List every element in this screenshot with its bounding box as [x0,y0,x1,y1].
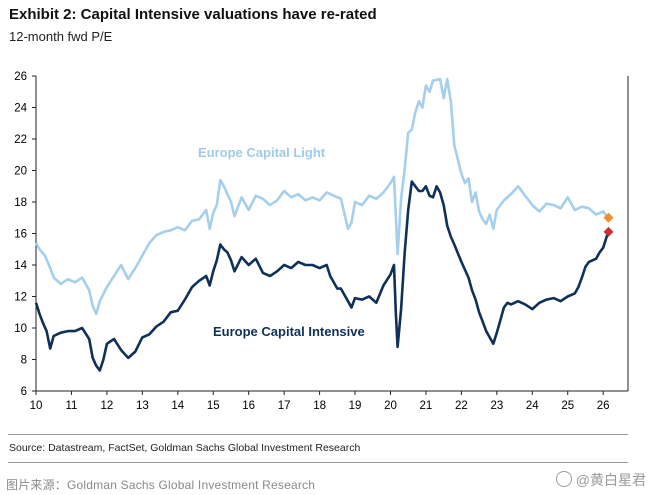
x-tick-label: 24 [526,400,539,412]
x-tick-label: 22 [455,400,468,412]
chart-axes: 6 8 10 12 14 16 18 20 22 24 26 10 11 12 13 14 15 16 17 18 19… [14,71,629,412]
y-tick-label: 8 [21,355,27,367]
x-tick-label: 17 [278,400,291,412]
line-chart: 6 8 10 12 14 16 18 20 22 24 26 10 11 12 13 14 15 16 17 18 19… [14,71,629,412]
image-source-caption: 图片来源：Goldman Sachs Global Investment Res… [6,478,316,492]
latest-marker-capital-intensive [603,226,614,237]
series-labels: Europe Capital Light Europe Capital Inte… [198,145,365,339]
x-tick-label: 12 [100,400,113,412]
y-tick-label: 26 [14,71,27,83]
y-tick-label: 18 [14,197,27,209]
x-tick-label: 20 [384,400,397,412]
series-line-capital-intensive [34,180,610,372]
x-tick-label: 10 [30,400,43,412]
y-tick-label: 22 [14,134,27,146]
y-tick-label: 6 [21,386,27,398]
y-tick-label: 16 [14,229,27,241]
watermark: @黄白星君 [555,470,646,490]
y-tick-label: 12 [14,292,27,304]
source-divider-top [8,434,628,435]
x-tick-label: 23 [490,400,503,412]
y-tick-label: 10 [14,323,27,335]
source-note: Source: Datastream, FactSet, Goldman Sac… [9,442,361,454]
y-tick-label: 24 [14,103,27,115]
x-tick-label: 18 [313,400,326,412]
watermark-text: @黄白星君 [575,472,646,488]
chart-markers [603,212,614,237]
series-label-capital-intensive: Europe Capital Intensive [213,324,365,339]
y-tick-label: 14 [14,260,27,272]
series-label-capital-light: Europe Capital Light [198,145,326,160]
x-tick-label: 21 [420,400,433,412]
series-line-capital-light [34,77,610,316]
x-tick-label: 14 [171,400,184,412]
y-tick-label: 20 [14,166,27,178]
x-tick-label: 16 [242,400,255,412]
latest-marker-capital-light [603,212,614,223]
source-divider-bottom [8,462,628,463]
weibo-icon [555,471,572,487]
x-tick-label: 26 [597,400,610,412]
chart-subtitle: 12-month fwd P/E [9,29,113,44]
chart-title: Exhibit 2: Capital Intensive valuations … [9,6,377,23]
x-tick-label: 13 [136,400,149,412]
x-tick-label: 19 [349,400,362,412]
chart-lines [34,77,610,372]
x-tick-label: 25 [561,400,574,412]
x-tick-label: 15 [207,400,220,412]
x-tick-label: 11 [65,400,77,412]
